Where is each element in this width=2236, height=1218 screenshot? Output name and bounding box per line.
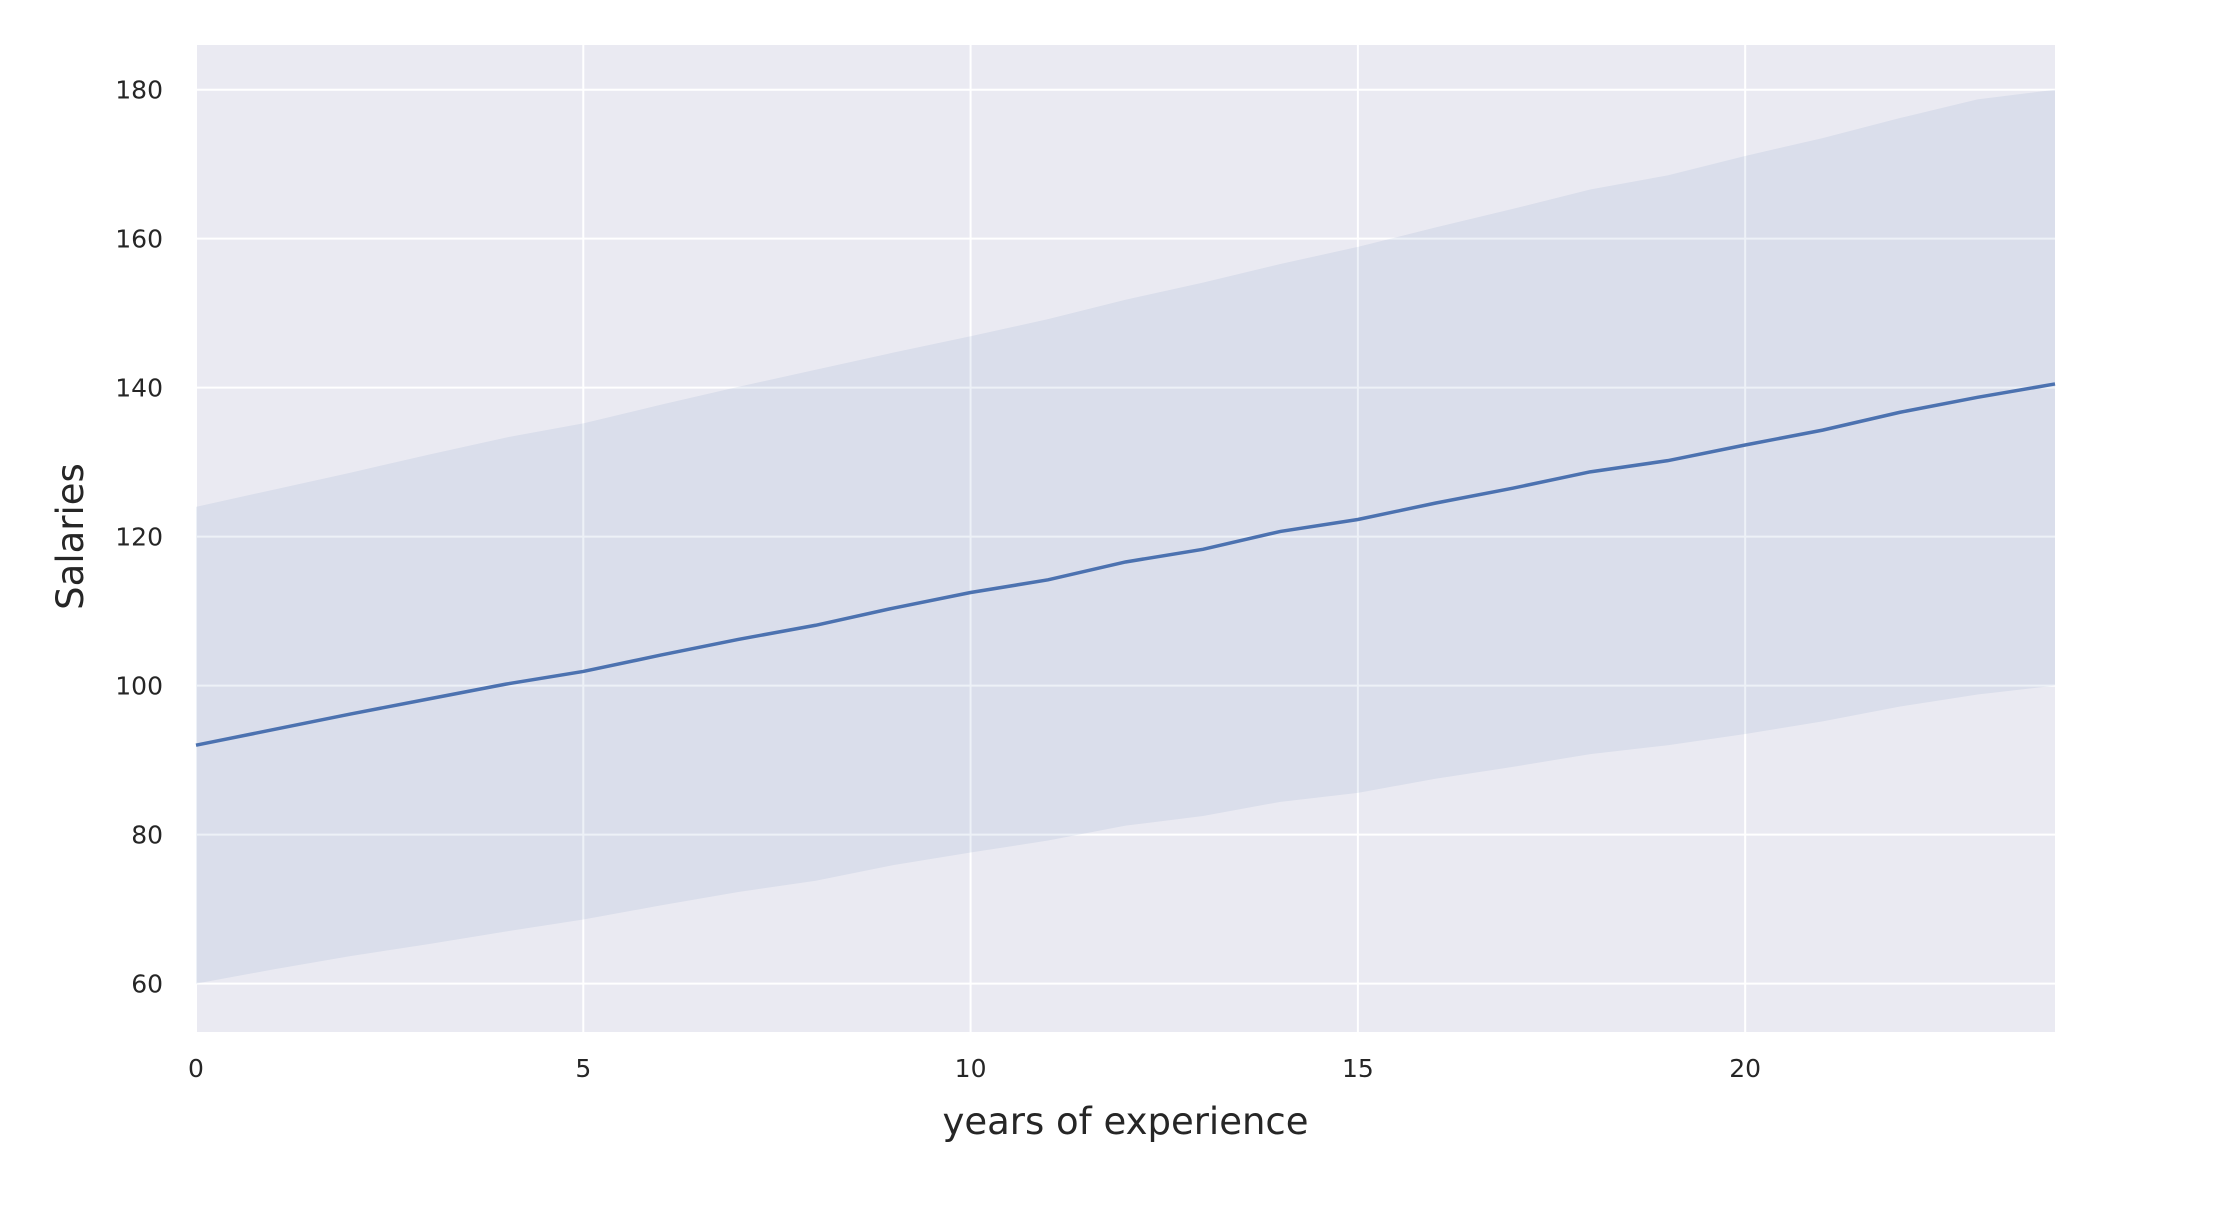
y-tick-label: 180 [115,76,163,105]
confidence-band [196,89,2055,984]
x-tick-label: 10 [955,1054,987,1083]
y-tick-label: 100 [115,672,163,701]
y-axis-ticks: 60 80 100 120 140 160 180 [115,76,163,999]
x-axis-ticks: 0 5 10 15 20 [188,1054,1761,1083]
x-tick-label: 15 [1342,1054,1374,1083]
x-tick-label: 0 [188,1054,204,1083]
y-tick-label: 140 [115,374,163,403]
series-line [195,382,2056,747]
y-axis-label: Salaries [49,463,92,610]
x-axis-label: years of experience [942,1100,1308,1143]
x-tick-label: 20 [1729,1054,1761,1083]
y-tick-label: 80 [131,821,163,850]
y-tick-label: 120 [115,523,163,552]
x-tick-label: 5 [575,1054,591,1083]
y-tick-label: 160 [115,225,163,254]
y-tick-label: 60 [131,970,163,999]
